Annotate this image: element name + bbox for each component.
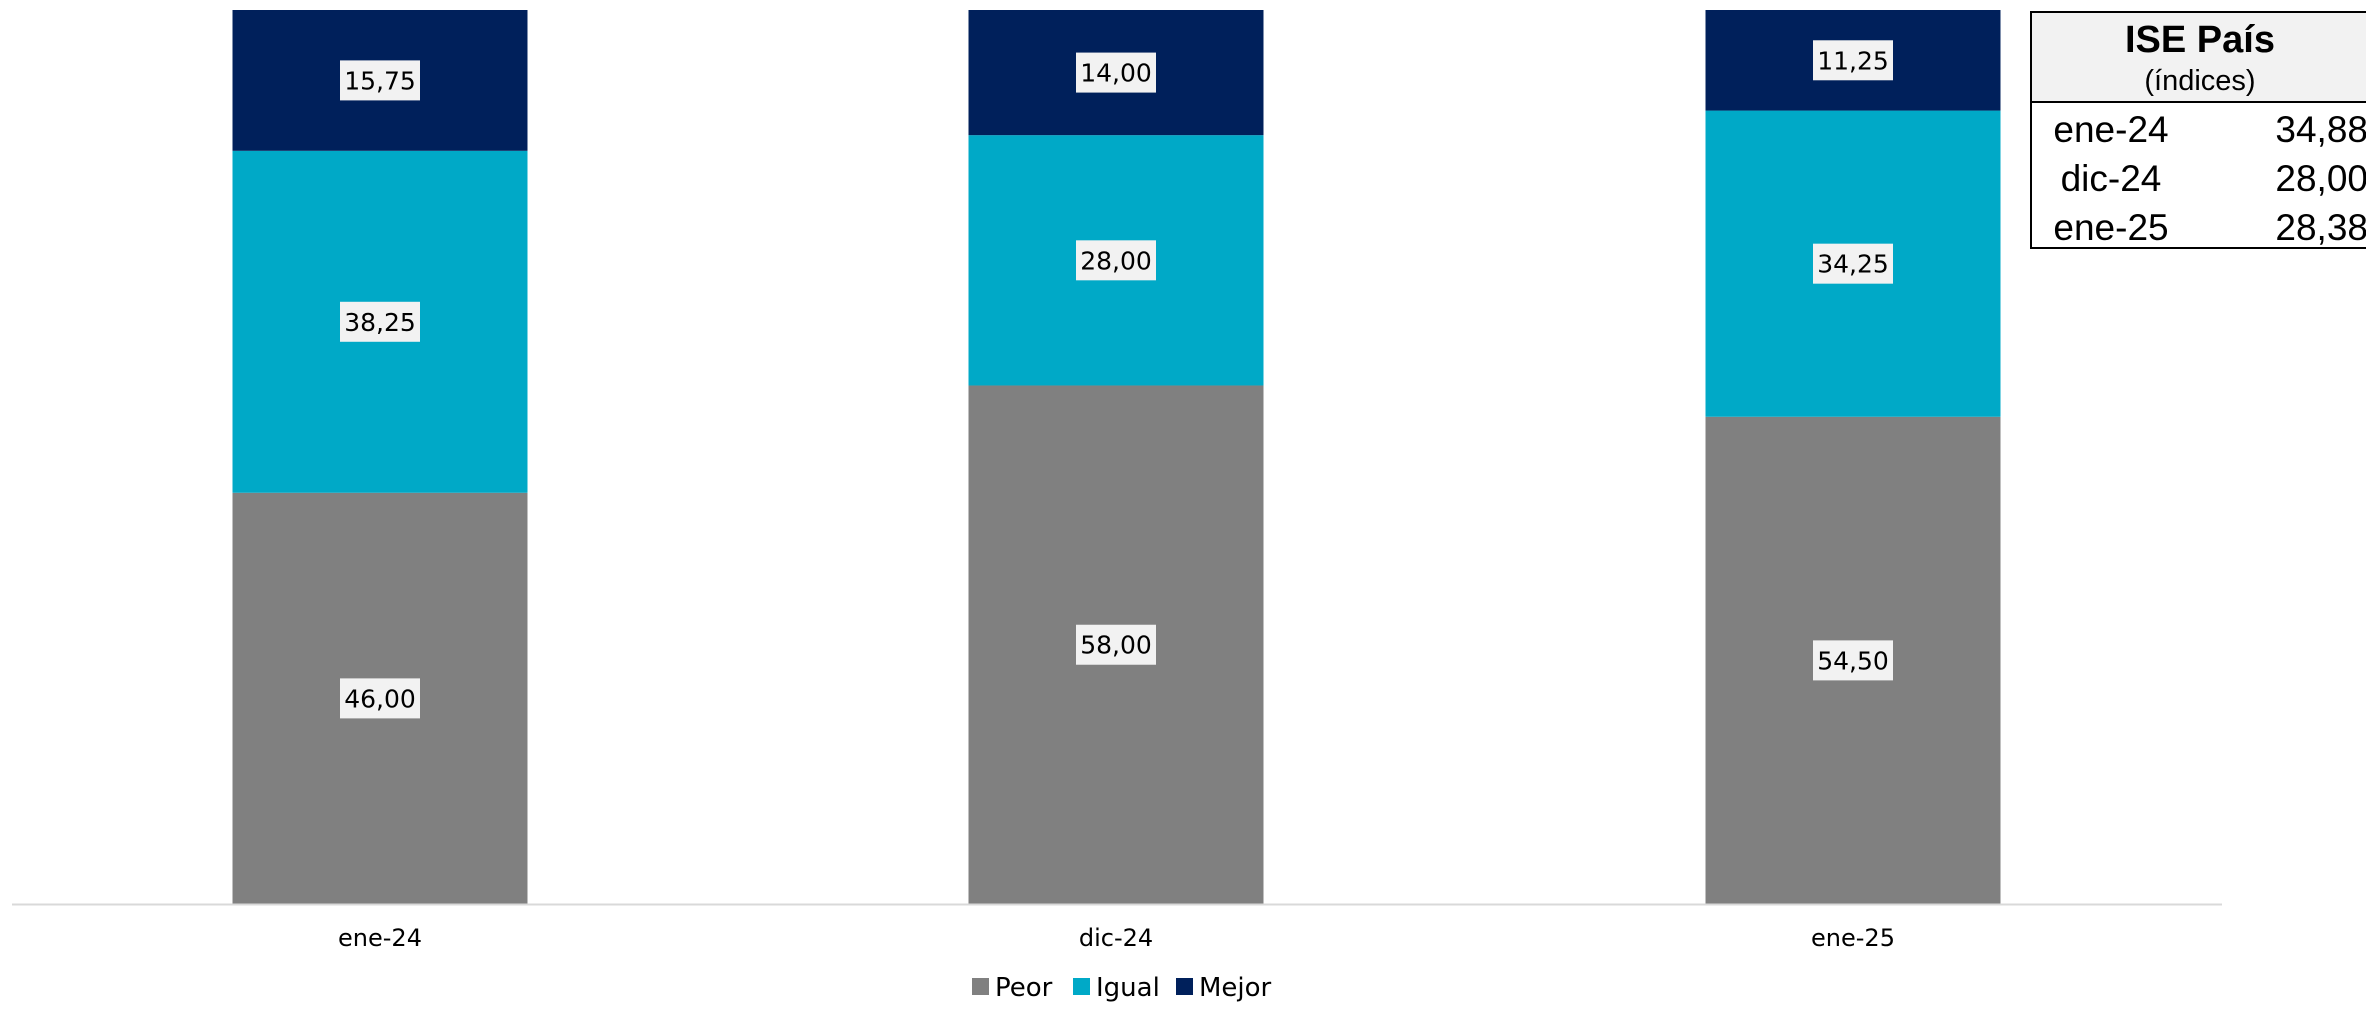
data-label-box xyxy=(340,678,420,719)
ise-row-period: ene-24 xyxy=(2053,109,2169,150)
ise-table-title: ISE País xyxy=(2125,19,2275,61)
legend-swatch-mejor xyxy=(1176,978,1193,995)
data-label: 15,75 xyxy=(344,66,416,95)
data-label-box xyxy=(1076,240,1156,281)
legend-swatch-peor xyxy=(972,978,989,995)
x-tick-label: ene-24 xyxy=(338,924,422,952)
data-label-box xyxy=(1813,40,1893,81)
ise-row-period: ene-25 xyxy=(2053,207,2169,248)
data-label-box xyxy=(1813,640,1893,681)
data-label-box xyxy=(1076,624,1156,665)
data-label-box xyxy=(1076,52,1156,93)
legend-label-peor: Peor xyxy=(995,973,1053,1003)
ise-table-body: ene-24 34,88 dic-24 28,00 ene-25 28,38 xyxy=(2032,103,2366,252)
ise-row-value: 28,38 xyxy=(2275,207,2366,248)
data-label: 38,25 xyxy=(344,308,416,337)
data-label: 58,00 xyxy=(1080,631,1152,660)
ise-row-period: dic-24 xyxy=(2060,158,2162,199)
ise-row-value: 28,00 xyxy=(2275,158,2366,199)
ise-pais-table: ISE País (índices) ene-24 34,88 dic-24 2… xyxy=(2030,11,2366,249)
data-label-box xyxy=(340,60,420,101)
legend-label-igual: Igual xyxy=(1096,973,1160,1003)
ise-table-row: dic-24 28,00 xyxy=(2032,154,2366,203)
data-label-box xyxy=(1813,243,1893,284)
ise-table-row: ene-24 34,88 xyxy=(2032,105,2366,154)
data-label: 11,25 xyxy=(1817,46,1889,75)
data-label: 14,00 xyxy=(1080,59,1152,88)
data-label: 54,50 xyxy=(1817,646,1889,675)
data-label-box xyxy=(340,301,420,342)
x-tick-label: ene-25 xyxy=(1811,924,1895,952)
legend-swatch-igual xyxy=(1073,978,1090,995)
ise-row-value: 34,88 xyxy=(2275,109,2366,150)
ise-table-header: ISE País (índices) xyxy=(2032,13,2366,103)
data-label: 34,25 xyxy=(1817,250,1889,279)
legend-label-mejor: Mejor xyxy=(1199,973,1272,1003)
data-label: 46,00 xyxy=(344,684,416,713)
x-tick-label: dic-24 xyxy=(1079,924,1153,952)
ise-table-subtitle: (índices) xyxy=(2144,65,2256,97)
ise-table-row: ene-25 28,38 xyxy=(2032,203,2366,252)
data-label: 28,00 xyxy=(1080,246,1152,275)
